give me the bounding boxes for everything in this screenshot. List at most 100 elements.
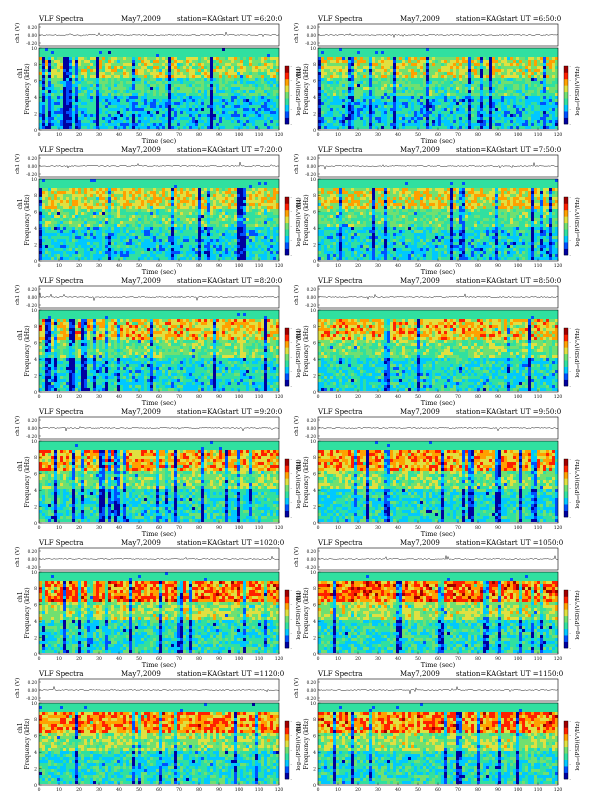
spectrogram-cell xyxy=(453,114,456,117)
spectrogram-cell xyxy=(381,114,384,117)
spectrogram-cell xyxy=(174,185,177,188)
spectrogram-cell xyxy=(147,51,150,54)
spectrogram-cell xyxy=(486,120,489,123)
spectrogram-cell xyxy=(75,93,78,96)
spectrogram-cell xyxy=(168,72,171,75)
spectrogram-cell xyxy=(480,81,483,84)
spectrogram-cell xyxy=(132,126,135,129)
spectrogram-cell xyxy=(180,75,183,78)
spectrogram-cell xyxy=(261,126,264,129)
spectrogram-cell xyxy=(444,120,447,123)
spectrogram-cell xyxy=(267,102,270,105)
spectrogram-cell xyxy=(546,111,549,114)
spectrogram-cell xyxy=(435,63,438,66)
spectrogram-cell xyxy=(105,81,108,84)
spectrogram-cell xyxy=(528,93,531,96)
spectrogram-cell xyxy=(153,182,156,185)
spectrogram-cell xyxy=(381,57,384,60)
spectrogram-cell xyxy=(333,63,336,66)
spectrogram-cell xyxy=(465,84,468,87)
spectrogram-cell xyxy=(84,90,87,93)
spectrogram-cell xyxy=(42,51,45,54)
spectrogram-cell xyxy=(495,48,498,51)
spectrogram-cell xyxy=(123,66,126,69)
spectrogram-cell xyxy=(195,60,198,63)
spectrogram-cell xyxy=(267,69,270,72)
spectrogram-cell xyxy=(489,87,492,90)
spectrogram-cell xyxy=(129,93,132,96)
spectrogram-cell xyxy=(189,54,192,57)
spectrogram-cell xyxy=(150,123,153,126)
spectrogram-cell xyxy=(99,78,102,81)
spectrogram-cell xyxy=(225,123,228,126)
spectrogram-cell xyxy=(423,57,426,60)
spectrogram-cell xyxy=(51,72,54,75)
spectrogram-cell xyxy=(552,75,555,78)
spectrogram-cell xyxy=(438,69,441,72)
spectrogram-cell xyxy=(111,66,114,69)
spectrogram-cell xyxy=(267,78,270,81)
spectrogram-cell xyxy=(375,114,378,117)
spectrogram-cell xyxy=(240,99,243,102)
spectrogram-cell xyxy=(240,63,243,66)
spectrogram-cell xyxy=(249,54,252,57)
spectrogram-cell xyxy=(345,78,348,81)
spectrogram-cell xyxy=(84,63,87,66)
spectrogram-cell xyxy=(156,78,159,81)
spectrogram-cell xyxy=(180,66,183,69)
spectrogram-cell xyxy=(231,120,234,123)
spectrogram-cell xyxy=(372,90,375,93)
spectrogram-cell xyxy=(252,105,255,108)
spectrogram-cell xyxy=(381,96,384,99)
spectrogram-cell xyxy=(114,93,117,96)
spectrogram-cell xyxy=(390,114,393,117)
spectrogram-cell xyxy=(318,114,321,117)
spectrogram-cell xyxy=(108,108,111,111)
spectrogram-cell xyxy=(384,114,387,117)
spectrogram-cell xyxy=(78,63,81,66)
spectrogram-cell xyxy=(555,126,558,129)
spectrogram-cell xyxy=(57,126,60,129)
y-axis-channel-label: ch1 xyxy=(17,67,24,78)
spectrogram-cell xyxy=(171,179,174,182)
spectrogram-cell xyxy=(456,111,459,114)
spectrogram-cell xyxy=(393,78,396,81)
spectrogram-cell xyxy=(363,126,366,129)
spectrogram-cell xyxy=(54,93,57,96)
spectrogram-cell xyxy=(177,60,180,63)
spectrogram-cell xyxy=(78,69,81,72)
spectrogram-cell xyxy=(363,57,366,60)
spectrogram-cell xyxy=(273,120,276,123)
panel-date: May7,2009 xyxy=(400,15,440,23)
spectrogram-cell xyxy=(99,72,102,75)
spectrogram-cell xyxy=(99,51,102,54)
spectrogram-cell xyxy=(147,99,150,102)
spectrogram-cell xyxy=(219,78,222,81)
spectrogram-cell xyxy=(318,93,321,96)
spectrogram-cell xyxy=(39,114,42,117)
spectrogram-cell xyxy=(72,54,75,57)
spectrogram-cell xyxy=(429,72,432,75)
spectrogram-cell xyxy=(372,75,375,78)
spectrogram-cell xyxy=(513,57,516,60)
spectrogram-cell xyxy=(135,48,138,51)
spectrogram-cell xyxy=(147,123,150,126)
spectrogram-cell xyxy=(114,117,117,120)
spectrogram-cell xyxy=(144,108,147,111)
spectrogram-cell xyxy=(327,84,330,87)
spectrogram-cell xyxy=(351,93,354,96)
spectrogram-cell xyxy=(51,111,54,114)
spectrogram-cell xyxy=(60,123,63,126)
spectrogram-cell xyxy=(546,60,549,63)
spectrogram-cell xyxy=(501,108,504,111)
spectrogram-cell xyxy=(132,90,135,93)
spectrogram-cell xyxy=(522,114,525,117)
spectrogram-cell xyxy=(390,63,393,66)
spectrogram-cell xyxy=(276,126,279,129)
spectrogram-cell xyxy=(498,48,501,51)
spectrogram-cell xyxy=(123,105,126,108)
spectrogram-cell xyxy=(420,60,423,63)
spectrogram-cell xyxy=(267,108,270,111)
spectrogram-cell xyxy=(63,60,66,63)
